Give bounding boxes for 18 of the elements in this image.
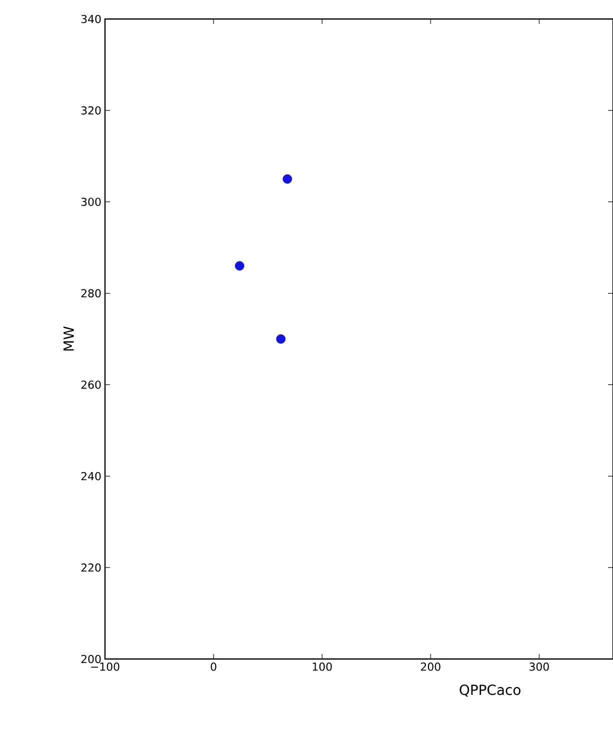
y-tick-label: 280 — [81, 289, 101, 298]
y-tick-label: 320 — [81, 106, 101, 115]
point — [282, 174, 292, 184]
x-tick-label: 0 — [210, 662, 216, 671]
point — [234, 261, 244, 271]
y-tick-label: 260 — [81, 380, 101, 389]
x-axis-title: QPPCaco — [460, 684, 520, 697]
x-tick-label: 300 — [530, 662, 549, 671]
y-tick-label: 240 — [81, 472, 101, 480]
x-tick-label: 100 — [312, 662, 332, 671]
y-tick-label: 200 — [81, 654, 101, 664]
x-tick-label: −100 — [91, 662, 120, 671]
y-tick-label: 300 — [81, 198, 101, 206]
x-tick-label: 200 — [420, 662, 440, 671]
y-axis-title: MW — [64, 326, 74, 351]
point — [276, 334, 286, 344]
y-tick-label: 220 — [81, 563, 101, 572]
y-tick-label: 340 — [81, 14, 101, 24]
